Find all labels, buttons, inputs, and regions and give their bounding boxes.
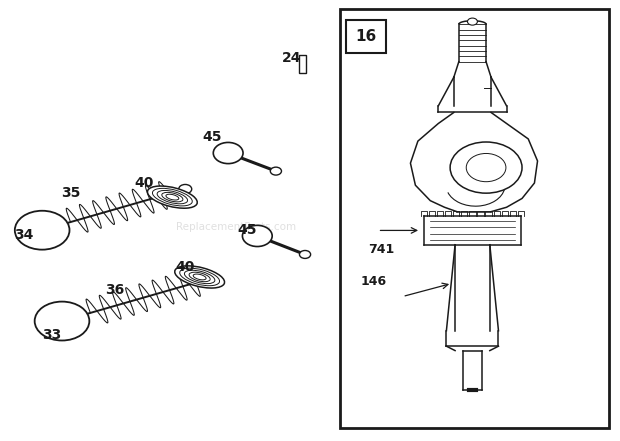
Text: 741: 741 [368,243,394,256]
Text: 16: 16 [356,29,377,44]
Circle shape [213,142,243,164]
Text: 33: 33 [42,328,61,342]
Text: 45: 45 [237,223,257,237]
Ellipse shape [148,186,197,208]
Text: 45: 45 [202,130,222,144]
Text: 146: 146 [361,275,387,288]
Circle shape [242,225,272,247]
Text: 35: 35 [61,186,81,200]
Text: ReplacementParts.com: ReplacementParts.com [175,222,296,232]
Circle shape [450,142,522,193]
Bar [340,9,609,428]
Circle shape [35,302,89,340]
Text: 24: 24 [281,51,301,65]
Bar [299,55,306,73]
Text: 40: 40 [175,260,195,274]
Text: 40: 40 [134,176,154,190]
Ellipse shape [175,266,224,288]
Text: 34: 34 [14,228,33,242]
Circle shape [299,250,311,258]
Text: 36: 36 [105,283,125,297]
Circle shape [15,211,69,250]
Circle shape [467,18,477,25]
Circle shape [270,167,281,175]
Circle shape [179,184,192,194]
Circle shape [198,275,211,284]
Bar [346,20,386,53]
